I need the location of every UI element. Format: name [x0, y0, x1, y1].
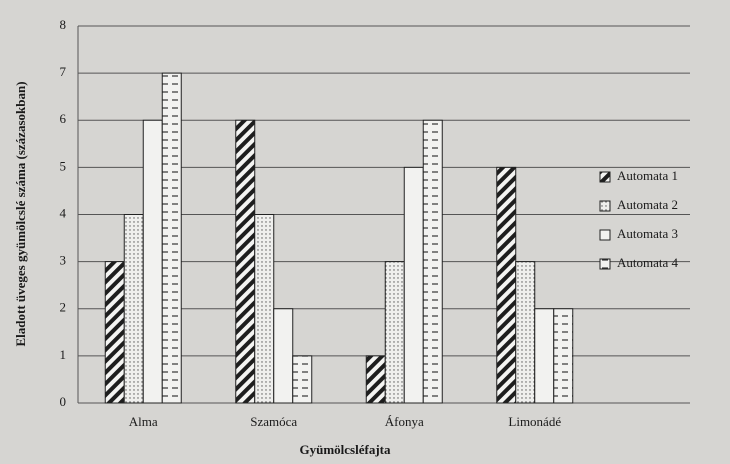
- y-tick-label: 7: [60, 64, 67, 79]
- bar: [142, 119, 163, 404]
- bar: [273, 308, 294, 404]
- bar: [534, 308, 555, 404]
- bar: [403, 166, 424, 404]
- y-axis-title: Eladott üveges gyümölcslé száma (százaso…: [13, 81, 28, 346]
- bar: [235, 119, 256, 404]
- x-tick-label: Szamóca: [250, 414, 297, 429]
- bar: [553, 308, 574, 404]
- legend-label: Automata 1: [617, 168, 678, 183]
- x-tick-label: Limonádé: [508, 414, 561, 429]
- y-tick-label: 3: [60, 253, 67, 268]
- legend-label: Automata 2: [617, 197, 678, 212]
- bar: [496, 166, 517, 404]
- bar: [161, 72, 182, 404]
- y-tick-label: 2: [60, 300, 67, 315]
- bar: [365, 355, 386, 404]
- bar: [123, 214, 144, 404]
- y-tick-label: 0: [60, 394, 67, 409]
- y-tick-label: 4: [60, 205, 67, 220]
- x-axis-title: Gyümölcsléfajta: [300, 442, 391, 457]
- x-tick-label: Alma: [129, 414, 158, 429]
- legend-label: Automata 3: [617, 226, 678, 241]
- y-tick-label: 5: [60, 158, 67, 173]
- legend-label: Automata 4: [617, 255, 679, 270]
- bar: [292, 355, 313, 404]
- legend-swatch: [599, 171, 611, 183]
- y-tick-label: 1: [60, 347, 67, 362]
- bar: [104, 261, 125, 404]
- bar: [384, 261, 405, 404]
- y-tick-label: 8: [60, 17, 67, 32]
- legend-swatch: [599, 200, 611, 212]
- bar: [422, 119, 443, 404]
- legend-swatch: [599, 229, 611, 241]
- bar: [515, 261, 536, 404]
- x-tick-label: Áfonya: [385, 414, 424, 429]
- legend-swatch: [599, 258, 611, 270]
- bar: [254, 214, 275, 404]
- y-tick-label: 6: [60, 111, 67, 126]
